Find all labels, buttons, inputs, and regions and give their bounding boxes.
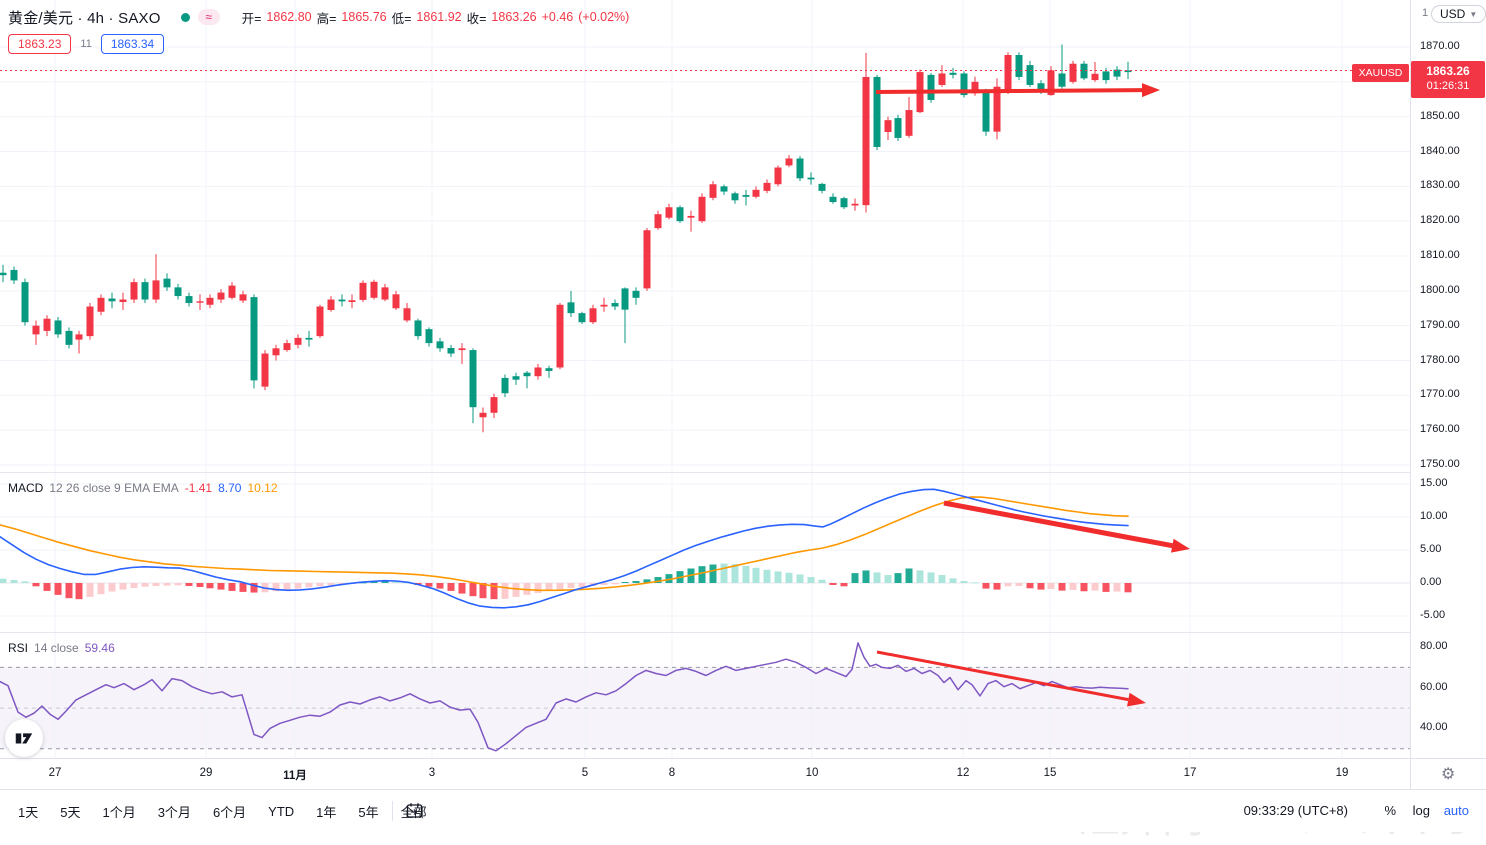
open-label: 开= bbox=[241, 11, 262, 26]
gear-icon[interactable]: ⚙ bbox=[1441, 766, 1456, 783]
market-status-icon bbox=[180, 12, 190, 22]
time-tick-label: 12 bbox=[956, 767, 970, 779]
go-to-date-icon[interactable] bbox=[406, 802, 423, 824]
price-axis[interactable]: 1 USD ▼ 1870.00 1850.00 1840.00 1830.00 1820… bbox=[1410, 0, 1486, 758]
low-value: 1861.92 bbox=[416, 10, 462, 24]
rsi-name: RSI bbox=[8, 641, 29, 655]
high-label: 高= bbox=[316, 11, 337, 26]
axis-tick-label: 1790.00 bbox=[1420, 318, 1460, 331]
axis-tick-label: 60.00 bbox=[1420, 680, 1448, 693]
bottom-toolbar: 1天 5天 1个月 3个月 6个月 YTD 1年 5年 全部 09:33:29 (UTC+8) … bbox=[0, 790, 1486, 832]
spread-value: 11 bbox=[80, 38, 92, 50]
axis-tick-label: 15.00 bbox=[1420, 477, 1448, 489]
last-price-value: 1863.26 bbox=[1426, 64, 1470, 78]
axis-tick-label: 1850.00 bbox=[1420, 109, 1460, 122]
approx-badge-icon: ≈ bbox=[197, 9, 220, 25]
panel-separator[interactable] bbox=[0, 472, 1486, 473]
rsi-band bbox=[0, 667, 1410, 749]
axis-corner: ⚙ bbox=[1410, 759, 1486, 790]
bar-countdown: 01:26:31 bbox=[1426, 80, 1470, 92]
currency-dropdown[interactable]: USD ▼ bbox=[1431, 5, 1486, 23]
time-axis[interactable]: ⚙ 27 29 11月 3 5 8 10 12 15 17 19 bbox=[0, 758, 1486, 790]
axis-tick-label: 1770.00 bbox=[1420, 388, 1460, 401]
axis-tick-label: 80.00 bbox=[1420, 640, 1448, 652]
time-tick-label: 11月 bbox=[283, 770, 307, 782]
range-button-5天[interactable]: 5天 bbox=[60, 804, 81, 820]
range-button-1天[interactable]: 1天 bbox=[18, 804, 39, 820]
low-label: 低= bbox=[391, 11, 412, 26]
axis-tick-label: 1760.00 bbox=[1420, 423, 1460, 436]
panel-separator[interactable] bbox=[0, 632, 1486, 633]
range-buttons: 1天 5天 1个月 3个月 6个月 YTD 1年 5年 全部 bbox=[18, 790, 427, 832]
time-tick-label: 29 bbox=[199, 767, 213, 779]
macd-hist-value: -1.41 bbox=[184, 481, 213, 495]
axis-tick-label: 1830.00 bbox=[1420, 179, 1460, 192]
percent-scale-button[interactable]: % bbox=[1384, 803, 1396, 818]
range-button-YTD[interactable]: YTD bbox=[268, 803, 295, 819]
macd-params: 12 26 close 9 EMA EMA bbox=[49, 481, 179, 495]
tradingview-logo-icon bbox=[15, 733, 33, 744]
time-tick-label: 15 bbox=[1043, 767, 1057, 779]
time-tick-label: 8 bbox=[668, 767, 676, 779]
range-button-3个月[interactable]: 3个月 bbox=[157, 804, 191, 820]
range-button-1个月[interactable]: 1个月 bbox=[102, 804, 136, 820]
ask-button[interactable]: 1863.34 bbox=[100, 34, 165, 54]
axis-tick-label: 1750.00 bbox=[1420, 458, 1460, 471]
macd-signal-value: 10.12 bbox=[247, 481, 278, 495]
macd-line-value: 8.70 bbox=[218, 481, 242, 495]
last-price-tag: 1863.26 01:26:31 bbox=[1411, 61, 1485, 98]
macd-legend[interactable]: MACD 12 26 close 9 EMA EMA -1.41 8.70 10… bbox=[8, 481, 278, 495]
rsi-value: 59.46 bbox=[84, 641, 115, 655]
range-button-6个月[interactable]: 6个月 bbox=[212, 804, 247, 820]
time-tick-label: 17 bbox=[1183, 767, 1197, 779]
time-tick-label: 10 bbox=[805, 767, 819, 779]
macd-name: MACD bbox=[8, 481, 44, 495]
time-tick-label: 19 bbox=[1335, 767, 1349, 779]
auto-scale-button[interactable]: auto bbox=[1443, 803, 1469, 818]
close-value: 1863.26 bbox=[491, 10, 537, 24]
change-pct-value: (+0.02%) bbox=[578, 10, 630, 24]
time-tick-label: 3 bbox=[428, 767, 436, 779]
axis-tick-label: 5.00 bbox=[1420, 543, 1442, 555]
change-value: +0.46 bbox=[541, 10, 574, 24]
chart-header: 黄金/美元 · 4h · SAXO ≈ 开= 1862.80 高= 1865.76 … bbox=[8, 6, 629, 54]
ohlc-values: 开= 1862.80 高= 1865.76 低= 1861.92 收= 1863.26 … bbox=[242, 8, 630, 27]
chevron-down-icon: ▼ bbox=[1469, 9, 1478, 19]
axis-tick-label: 40.00 bbox=[1420, 721, 1448, 734]
axis-tick-label: 1870.00 bbox=[1420, 40, 1460, 52]
rsi-legend[interactable]: RSI 14 close 59.46 bbox=[8, 641, 115, 655]
axis-tick-label: 1780.00 bbox=[1420, 353, 1460, 366]
open-value: 1862.80 bbox=[266, 10, 312, 24]
axis-tick-label: 1800.00 bbox=[1420, 283, 1460, 296]
axis-prefix: 1 bbox=[1422, 7, 1429, 19]
high-value: 1865.76 bbox=[341, 10, 387, 24]
range-button-5年[interactable]: 5年 bbox=[358, 804, 379, 820]
axis-tick-label: -5.00 bbox=[1420, 609, 1446, 621]
tradingview-logo[interactable] bbox=[5, 719, 43, 757]
axis-tick-label: 10.00 bbox=[1420, 510, 1448, 522]
axis-tick-label: 1810.00 bbox=[1420, 249, 1460, 261]
rsi-params: 14 close bbox=[34, 641, 79, 655]
symbol-price-label: XAUUSD bbox=[1352, 64, 1409, 82]
axis-tick-label: 1820.00 bbox=[1420, 214, 1460, 227]
currency-label: USD bbox=[1440, 7, 1466, 21]
session-clock[interactable]: 09:33:29 (UTC+8) bbox=[1243, 803, 1348, 818]
symbol-title[interactable]: 黄金/美元 · 4h · SAXO bbox=[8, 9, 161, 27]
time-tick-label: 5 bbox=[581, 767, 589, 779]
range-button-1年[interactable]: 1年 bbox=[316, 804, 337, 820]
chart-canvas[interactable] bbox=[0, 0, 1410, 758]
log-scale-button[interactable]: log bbox=[1412, 803, 1430, 818]
axis-tick-label: 0.00 bbox=[1420, 576, 1442, 588]
time-tick-label: 27 bbox=[48, 767, 62, 779]
close-label: 收= bbox=[466, 11, 487, 26]
axis-tick-label: 1840.00 bbox=[1420, 144, 1460, 157]
toolbar-divider bbox=[392, 801, 393, 821]
bid-button[interactable]: 1863.23 bbox=[8, 34, 72, 54]
